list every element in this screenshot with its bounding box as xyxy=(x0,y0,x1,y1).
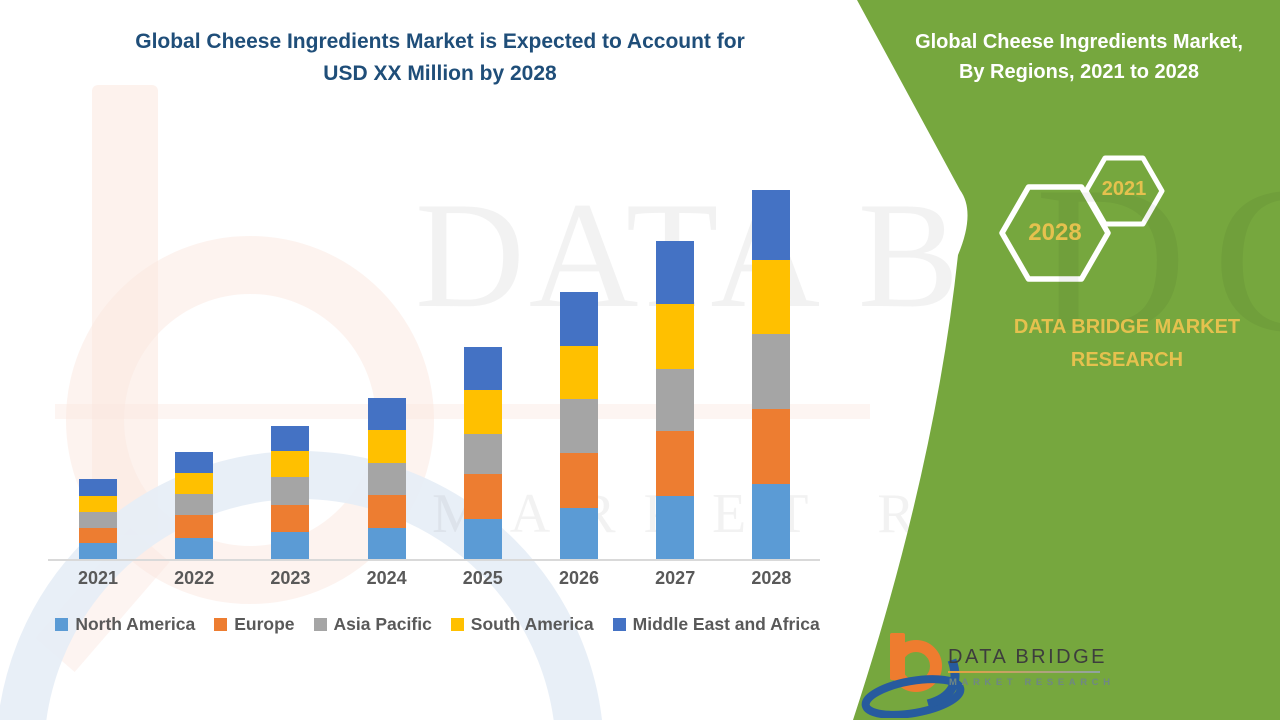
bar-segment-2027-south-america xyxy=(656,304,695,369)
bar-segment-2026-middle-east-and-africa xyxy=(560,292,598,346)
bar-segment-2027-europe xyxy=(656,431,695,496)
hexagon-2028 xyxy=(999,184,1111,282)
panel-title-line1: Global Cheese Ingredients Market, xyxy=(915,31,1243,53)
chart-title-line2: USD XX Million by 2028 xyxy=(323,62,557,85)
x-axis-label-2028: 2028 xyxy=(751,568,792,588)
bar-segment-2028-north-america xyxy=(752,484,791,560)
chart-title: Global Cheese Ingredients Market is Expe… xyxy=(0,26,880,90)
bar-segment-2025-south-america xyxy=(463,390,502,434)
logo-tagline: MARKET RESEARCH xyxy=(949,677,1115,688)
legend-label: Middle East and Africa xyxy=(632,614,820,634)
logo-name: DATA BRIDGE xyxy=(948,646,1108,668)
bar-segment-2028-south-america xyxy=(752,260,791,334)
company-logo: DATA BRIDGE MARKET RESEARCH xyxy=(860,626,1130,720)
green-panel-shape xyxy=(853,0,1280,720)
bar-segment-2027-middle-east-and-africa xyxy=(656,241,695,304)
hexagon-2021-label: 2021 xyxy=(1101,178,1147,200)
hexagon-2021 xyxy=(1083,155,1165,227)
chart-title-line1: Global Cheese Ingredients Market is Expe… xyxy=(135,30,745,53)
bar-segment-2026-south-america xyxy=(560,346,598,399)
brand-line1: DATA BRIDGE MARKET xyxy=(1013,316,1241,338)
bar-segment-2027-north-america xyxy=(656,496,695,560)
panel-title: Global Cheese Ingredients Market, By Reg… xyxy=(880,27,1278,87)
bar-segment-2028-asia-pacific xyxy=(752,334,791,409)
logo-divider xyxy=(948,671,1100,673)
legend-item-middle-east-and-africa: Middle East and Africa xyxy=(612,614,820,635)
brand-line2: RESEARCH xyxy=(1070,349,1184,371)
bar-segment-2025-middle-east-and-africa xyxy=(463,347,502,390)
panel-title-line2: By Regions, 2021 to 2028 xyxy=(958,61,1200,83)
bar-segment-2028-europe xyxy=(752,409,791,484)
brand-text: DATA BRIDGE MARKET RESEARCH xyxy=(972,311,1280,377)
bar-segment-2028-middle-east-and-africa xyxy=(752,190,791,260)
bar-segment-2026-asia-pacific xyxy=(560,399,598,453)
hexagon-2028-label: 2028 xyxy=(1028,219,1082,246)
legend-swatch xyxy=(612,618,626,631)
data-bridge-logo-icon xyxy=(861,633,965,718)
bar-segment-2027-asia-pacific xyxy=(656,369,695,431)
x-axis-label-2027: 2027 xyxy=(655,568,696,588)
